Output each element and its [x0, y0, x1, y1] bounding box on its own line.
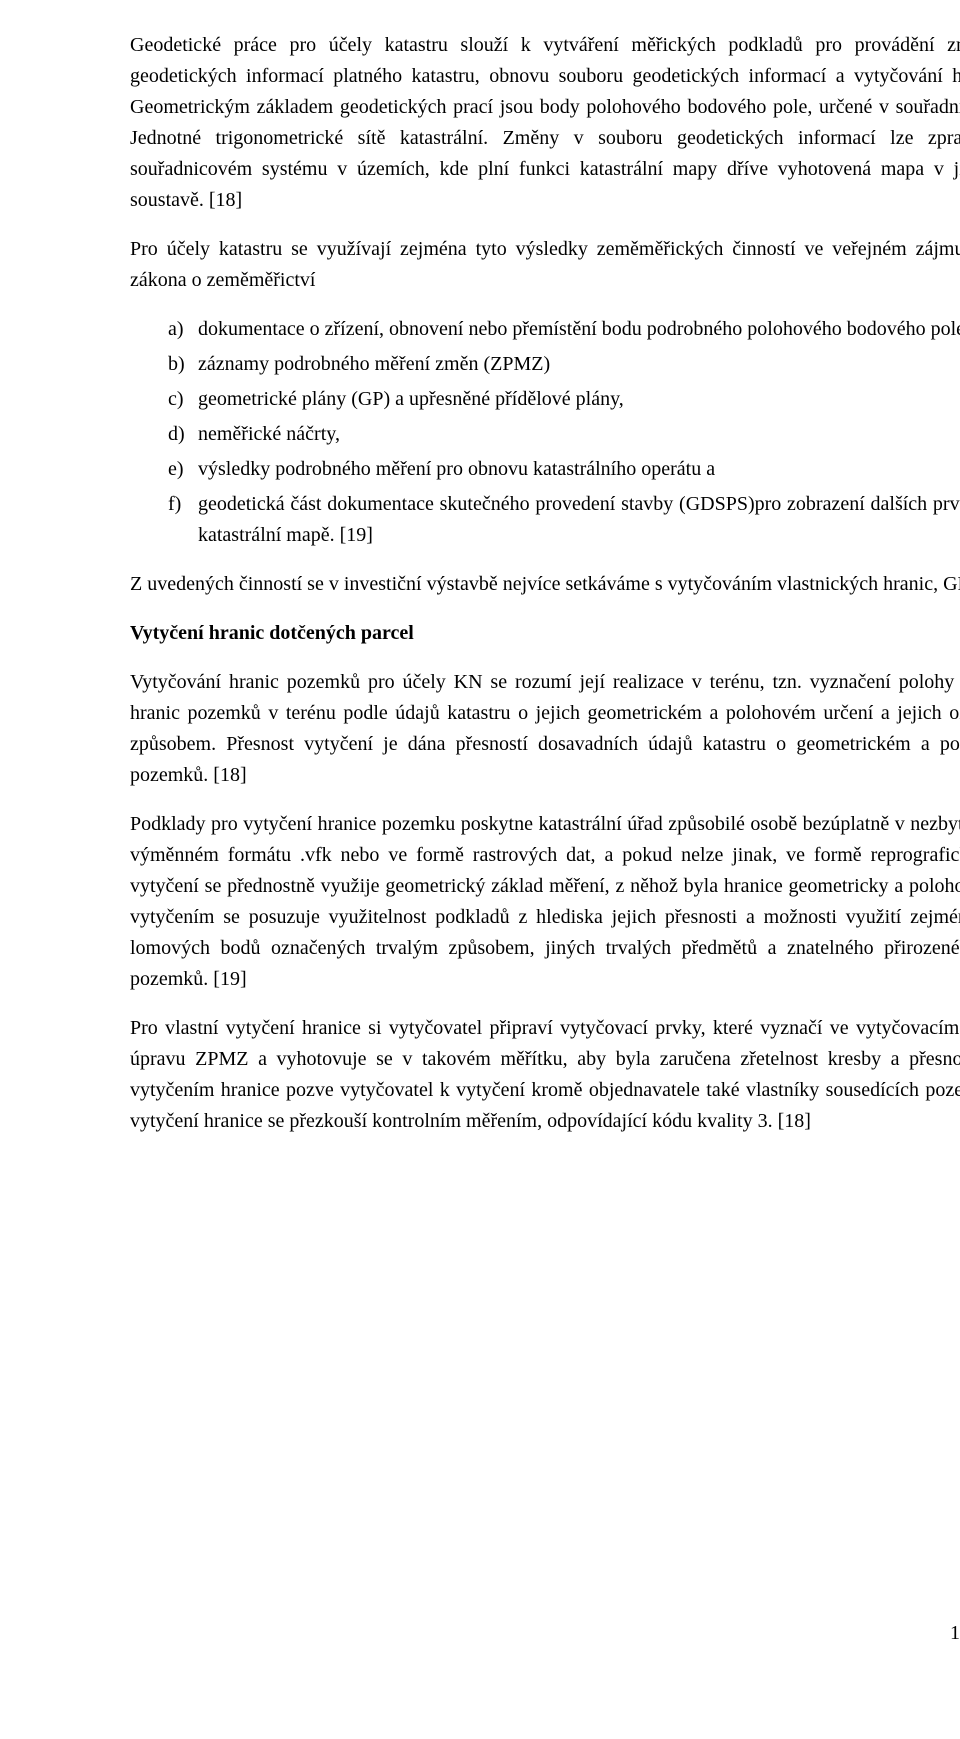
body-paragraph-2: Pro účely katastru se využívají zejména … [130, 234, 960, 296]
list-item-text: záznamy podrobného měření změn (ZPMZ) [198, 349, 960, 380]
body-paragraph-6: Pro vlastní vytyčení hranice si vytyčova… [130, 1013, 960, 1137]
body-paragraph-5: Podklady pro vytyčení hranice pozemku po… [130, 809, 960, 995]
list-item-text: výsledky podrobného měření pro obnovu ka… [198, 454, 960, 485]
list-marker: c) [168, 384, 198, 415]
list-marker: d) [168, 419, 198, 450]
ordered-list: a) dokumentace o zřízení, obnovení nebo … [130, 314, 960, 551]
list-marker: f) [168, 489, 198, 551]
list-marker: b) [168, 349, 198, 380]
list-item: f) geodetická část dokumentace skutečnéh… [168, 489, 960, 551]
section-subheading: Vytyčení hranic dotčených parcel [130, 618, 960, 649]
list-item-text: geodetická část dokumentace skutečného p… [198, 489, 960, 551]
list-item-text: geometrické plány (GP) a upřesněné přídě… [198, 384, 960, 415]
list-item: c) geometrické plány (GP) a upřesněné př… [168, 384, 960, 415]
list-item: a) dokumentace o zřízení, obnovení nebo … [168, 314, 960, 345]
list-item: b) záznamy podrobného měření změn (ZPMZ) [168, 349, 960, 380]
list-item: e) výsledky podrobného měření pro obnovu… [168, 454, 960, 485]
list-marker: e) [168, 454, 198, 485]
body-paragraph-3: Z uvedených činností se v investiční výs… [130, 569, 960, 600]
page-number: 16 [950, 1618, 960, 1649]
body-paragraph-1: Geodetické práce pro účely katastru slou… [130, 30, 960, 216]
list-marker: a) [168, 314, 198, 345]
body-paragraph-4: Vytyčování hranic pozemků pro účely KN s… [130, 667, 960, 791]
list-item-text: neměřické náčrty, [198, 419, 960, 450]
list-item-text: dokumentace o zřízení, obnovení nebo pře… [198, 314, 960, 345]
list-item: d) neměřické náčrty, [168, 419, 960, 450]
